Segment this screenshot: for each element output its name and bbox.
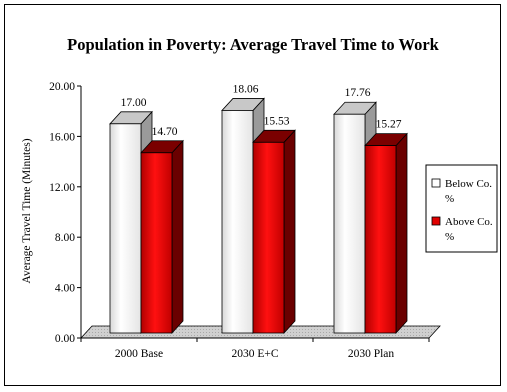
data-label: 14.70 xyxy=(152,126,178,138)
y-tick-label: 16.00 xyxy=(49,131,75,143)
plot-area: 0.00 4.00 8.00 12.00 16.00 20.00 2000 Base 2030… xyxy=(49,81,441,360)
chart-frame: Population in Poverty: Average Travel Ti… xyxy=(4,4,501,386)
chart-title: Population in Poverty: Average Travel Ti… xyxy=(67,35,440,54)
data-label: 15.27 xyxy=(376,119,402,131)
x-tick-label: 2000 Base xyxy=(115,348,163,360)
data-label: 15.53 xyxy=(264,115,290,127)
legend-label: Above Co. xyxy=(445,216,493,228)
bar-side xyxy=(171,139,184,335)
bar-front xyxy=(140,152,173,334)
bar-front xyxy=(221,110,254,334)
data-label: 18.06 xyxy=(233,83,259,95)
legend-label: % xyxy=(445,193,454,205)
bar-front xyxy=(252,141,285,334)
x-tick-label: 2030 Plan xyxy=(348,348,395,360)
legend: Below Co.% Above Co.% xyxy=(425,164,498,253)
legend-label: Below Co. xyxy=(445,178,492,190)
y-tick-label: 4.00 xyxy=(55,283,75,295)
chart-canvas: Population in Poverty: Average Travel Ti… xyxy=(21,35,498,360)
y-tick-label: 8.00 xyxy=(55,232,75,244)
bar-front xyxy=(109,123,142,334)
x-tick-label: 2030 E+C xyxy=(231,348,278,360)
legend-swatch xyxy=(431,216,441,226)
y-tick-label: 12.00 xyxy=(49,182,75,194)
data-label: 17.00 xyxy=(121,97,147,109)
bar-2-1: 15.27 xyxy=(364,119,408,335)
legend-label: % xyxy=(445,231,454,243)
bar-side xyxy=(395,132,408,335)
y-tick-label: 0.00 xyxy=(55,333,75,345)
bar-front xyxy=(364,145,397,334)
bar-1-1: 15.53 xyxy=(252,115,296,335)
legend-swatch xyxy=(431,178,441,188)
y-axis-label: Average Travel Time (Minutes) xyxy=(21,138,33,283)
bar-0-1: 14.70 xyxy=(140,126,184,335)
data-label: 17.76 xyxy=(345,87,371,99)
bar-front xyxy=(333,113,366,334)
y-tick-label: 20.00 xyxy=(49,81,75,93)
bar-side xyxy=(283,129,296,335)
